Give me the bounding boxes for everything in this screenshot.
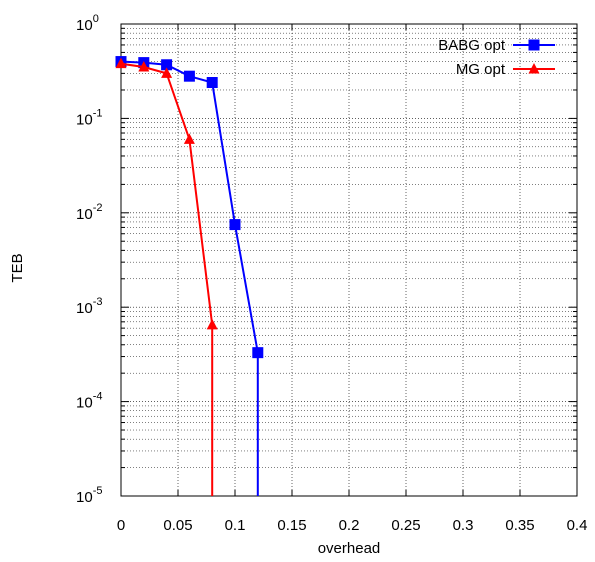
y-tick-label-base: 10 xyxy=(76,395,93,412)
square-marker xyxy=(161,59,173,71)
triangle-marker xyxy=(138,61,150,72)
square-marker xyxy=(528,39,540,51)
x-axis-title: overhead xyxy=(318,540,381,557)
x-tick-label: 0.15 xyxy=(277,517,306,534)
x-tick-label: 0.25 xyxy=(391,517,420,534)
y-tick-label-exponent: -1 xyxy=(93,107,103,119)
x-tick-label: 0.35 xyxy=(505,517,534,534)
triangle-marker xyxy=(528,63,540,74)
y-tick-label: 10-4 xyxy=(76,391,102,412)
x-tick-label: 0.3 xyxy=(453,517,474,534)
x-tick-label: 0.1 xyxy=(225,517,246,534)
square-marker xyxy=(206,77,218,89)
y-tick-label-exponent: 0 xyxy=(93,13,99,25)
square-marker xyxy=(229,219,241,231)
triangle-marker xyxy=(206,318,218,330)
square-marker xyxy=(252,347,264,359)
y-tick-label-exponent: -4 xyxy=(93,391,103,403)
y-tick-label-base: 10 xyxy=(76,489,93,506)
series-layer xyxy=(115,56,264,496)
y-tick-label-exponent: -2 xyxy=(93,202,103,214)
plot-frame xyxy=(120,23,578,497)
y-tick-label: 10-1 xyxy=(76,107,102,128)
legend-label: MG opt xyxy=(456,61,506,78)
x-tick-labels: 0 0.05 0.1 0.15 0.2 0.25 0.3 0.35 0.4 xyxy=(117,517,588,534)
legend: BABG opt MG opt xyxy=(438,37,555,78)
y-tick-label: 10-2 xyxy=(76,202,102,223)
square-marker xyxy=(183,70,195,82)
y-tick-label-exponent: -5 xyxy=(93,485,103,497)
y-tick-label-base: 10 xyxy=(76,111,93,128)
y-tick-label-exponent: -3 xyxy=(93,296,103,308)
series-mg-opt xyxy=(115,57,218,496)
y-tick-label-base: 10 xyxy=(76,206,93,223)
y-tick-label: 100 xyxy=(76,13,99,34)
y-tick-label-base: 10 xyxy=(76,300,93,317)
series-line xyxy=(120,62,214,496)
triangle-marker xyxy=(115,57,127,69)
x-tick-label: 0.4 xyxy=(567,517,588,534)
axis-ticks xyxy=(120,24,578,497)
triangle-marker xyxy=(183,133,195,144)
y-tick-label-base: 10 xyxy=(76,17,93,34)
y-tick-label: 10-3 xyxy=(76,296,102,317)
series-line xyxy=(120,60,259,496)
x-tick-label: 0.05 xyxy=(163,517,192,534)
x-tick-label: 0.2 xyxy=(339,517,360,534)
x-tick-label: 0 xyxy=(117,517,125,534)
grid-lines xyxy=(120,24,578,497)
y-axis-title: TEB xyxy=(9,253,26,282)
y-tick-label: 10-5 xyxy=(76,485,102,506)
legend-label: BABG opt xyxy=(438,37,506,54)
triangle-marker xyxy=(161,67,173,78)
